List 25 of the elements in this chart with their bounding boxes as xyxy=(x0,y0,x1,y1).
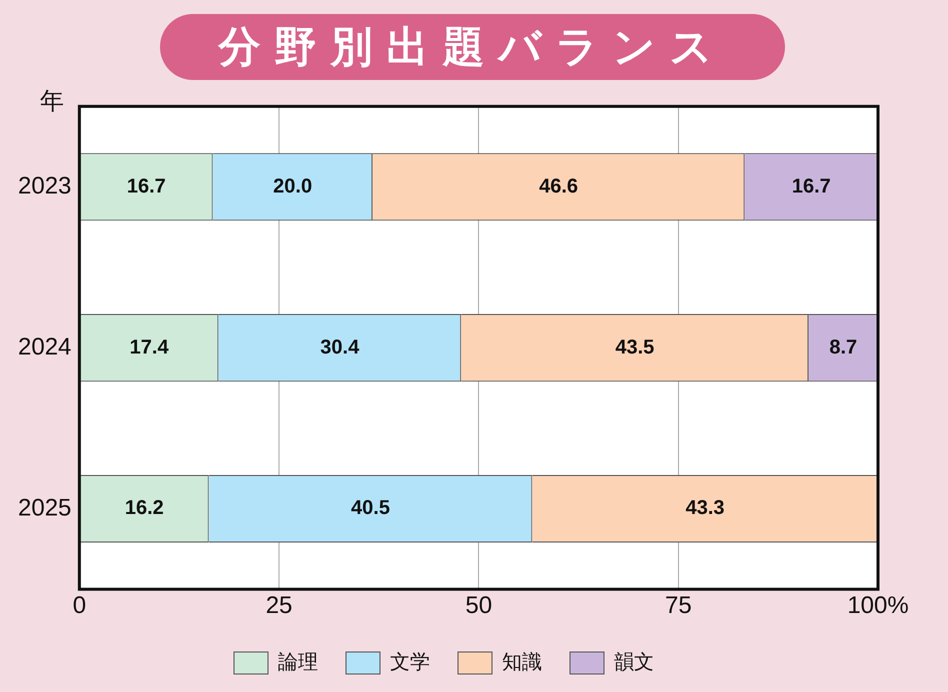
legend-label: 文学 xyxy=(390,652,430,674)
data-label: 43.5 xyxy=(615,336,654,358)
legend-label: 論理 xyxy=(278,652,318,674)
x-tick-label: 100% xyxy=(847,592,909,620)
chart-title: 分野別出題バランス xyxy=(160,14,785,80)
y-tick-label: 2024 xyxy=(18,333,72,360)
data-label: 43.3 xyxy=(686,497,725,520)
legend-label: 韻文 xyxy=(614,652,654,674)
data-label: 16.7 xyxy=(792,175,831,198)
data-label: 20.0 xyxy=(273,175,312,198)
data-label: 17.4 xyxy=(130,336,170,358)
x-tick-label: 75 xyxy=(664,592,692,620)
data-label: 46.6 xyxy=(539,175,578,198)
x-tick-label: 0 xyxy=(72,592,86,620)
legend-label: 知識 xyxy=(502,652,542,674)
data-label: 40.5 xyxy=(351,497,390,520)
data-label: 30.4 xyxy=(320,336,360,358)
y-tick-label: 2025 xyxy=(18,494,72,522)
y-axis-title: 年 xyxy=(40,86,64,116)
data-label: 16.7 xyxy=(126,175,166,198)
data-label: 16.2 xyxy=(124,497,164,520)
x-tick-label: 50 xyxy=(465,592,492,620)
y-tick-label: 2023 xyxy=(18,172,72,200)
data-label: 8.7 xyxy=(829,336,858,358)
x-tick-label: 25 xyxy=(266,592,292,620)
